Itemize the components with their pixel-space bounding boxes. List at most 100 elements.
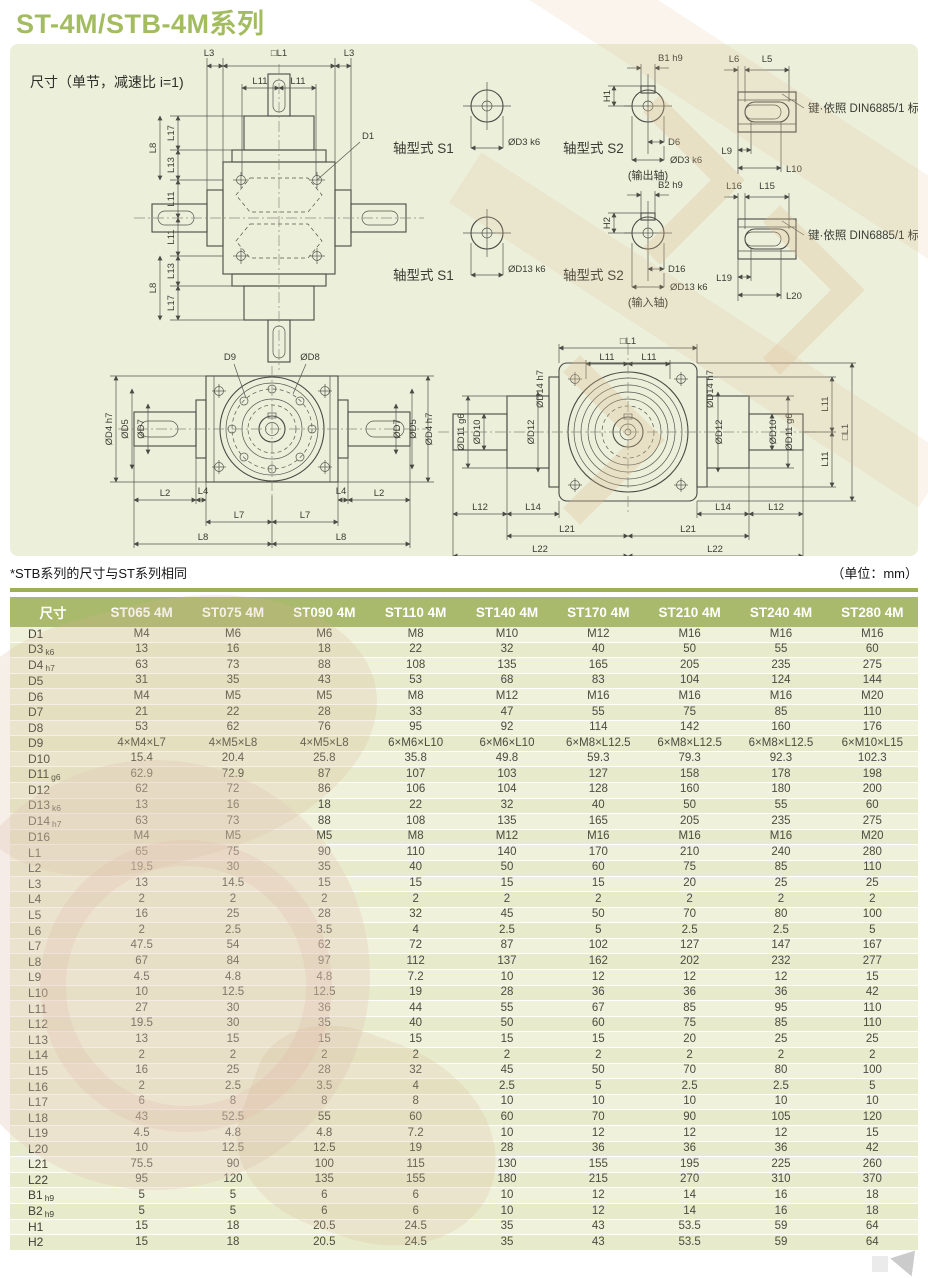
- dim-value-cell: 10: [552, 1094, 644, 1111]
- dim-value-cell: 84: [187, 953, 279, 971]
- dim-value-cell: 5: [826, 1078, 918, 1095]
- dim-value-cell: 6: [278, 1187, 370, 1204]
- dim-value-cell: 62: [96, 782, 188, 799]
- dim-value-cell: 2.5: [735, 922, 827, 939]
- dim-value-cell: 14: [643, 1187, 736, 1204]
- dim-value-cell: 2: [187, 891, 279, 908]
- row-label: D9: [10, 735, 96, 752]
- dim-value-cell: 63: [96, 813, 188, 830]
- dim-value-cell: 50: [461, 860, 553, 877]
- dim-value-cell: 2: [643, 1047, 736, 1064]
- row-label: L15: [10, 1063, 96, 1080]
- dim-value-cell: 4.5: [96, 1125, 188, 1142]
- dim-label: D1: [362, 131, 374, 142]
- dim-value-cell: 12: [552, 1125, 644, 1142]
- dim-value-cell: 87: [278, 766, 370, 783]
- dim-value-cell: 35: [187, 673, 279, 690]
- dim-value-cell: 280: [826, 844, 918, 861]
- row-label: B1 h9: [10, 1187, 96, 1204]
- dim-value-cell: 15.4: [96, 751, 188, 768]
- row-label: D11 g6: [10, 766, 96, 783]
- row-label: D7: [10, 704, 96, 721]
- dim-label: H2: [602, 217, 613, 229]
- dim-value-cell: 95: [369, 720, 462, 737]
- dim-value-cell: 95: [735, 1000, 827, 1017]
- dim-value-cell: 195: [643, 1156, 736, 1173]
- dim-value-cell: 72: [187, 782, 279, 799]
- dim-value-cell: 20.5: [278, 1234, 370, 1251]
- dim-value-cell: 19: [369, 985, 462, 1002]
- dim-value-cell: 10: [735, 1094, 827, 1111]
- dim-value-cell: 30: [187, 860, 279, 877]
- dim-value-cell: 33: [369, 704, 462, 721]
- row-label: L22: [10, 1172, 96, 1189]
- dim-value-cell: 4.5: [96, 969, 188, 986]
- dim-label: L11: [599, 352, 614, 363]
- row-label: L5: [10, 907, 96, 924]
- dim-value-cell: 12: [735, 969, 827, 986]
- table-row: L16 2 2.5 3.5 4 2.5 5 2.5 2.5 5: [10, 1078, 918, 1095]
- dim-value-cell: 67: [552, 1000, 644, 1017]
- dim-value-cell: 15: [552, 1031, 644, 1049]
- dim-label: L2: [374, 488, 385, 499]
- dim-value-cell: 75: [643, 860, 736, 877]
- dim-value-cell: 43: [552, 1219, 644, 1236]
- dim-label: L3: [204, 48, 215, 59]
- dim-value-cell: 90: [278, 844, 370, 861]
- dim-label: L8: [198, 532, 209, 543]
- dim-value-cell: 4.8: [278, 1125, 370, 1142]
- dim-value-cell: 110: [826, 1000, 918, 1017]
- dim-value-cell: 70: [643, 1063, 736, 1080]
- dim-value-cell: 28: [278, 1063, 370, 1080]
- dim-value-cell: 102: [552, 938, 644, 955]
- dim-value-cell: 114: [552, 720, 644, 737]
- unit-note: （单位：mm）: [831, 566, 918, 581]
- dim-value-cell: 3.5: [278, 922, 370, 939]
- row-label: L11: [10, 1000, 96, 1017]
- dim-value-cell: 120: [826, 1109, 918, 1126]
- dim-value-cell: M16: [552, 688, 644, 705]
- dim-value-cell: 2: [643, 891, 736, 908]
- dim-value-cell: 170: [552, 844, 644, 861]
- dim-value-cell: 75: [643, 1016, 736, 1033]
- dim-label: L20: [786, 291, 802, 302]
- table-row: L20 10 12.5 12.5 19 28 36 36 36 42: [10, 1141, 918, 1158]
- row-label: L3: [10, 876, 96, 893]
- dim-label: □L1: [271, 48, 287, 59]
- dim-value-cell: 75.5: [96, 1156, 188, 1173]
- dim-value-cell: 22: [187, 704, 279, 721]
- dim-value-cell: 85: [735, 704, 827, 721]
- dim-value-cell: 73: [187, 657, 279, 674]
- dim-value-cell: 49.8: [461, 751, 553, 768]
- dim-value-cell: 112: [369, 953, 462, 971]
- dim-value-cell: 370: [826, 1172, 918, 1189]
- dim-label: ØD5: [408, 419, 419, 439]
- dim-label: L11: [166, 191, 177, 206]
- dim-label: ØD5: [120, 419, 131, 439]
- row-label: L17: [10, 1094, 96, 1111]
- table-row: L2 19.5 30 35 40 50 60 75 85 110: [10, 860, 918, 877]
- dim-value-cell: 2: [96, 1078, 188, 1095]
- output-shaft-label: (输出轴): [628, 168, 668, 182]
- dim-value-cell: 2: [96, 922, 188, 939]
- dim-value-cell: 25: [187, 1063, 279, 1080]
- dim-label: ØD12: [526, 420, 537, 445]
- dim-label: L2: [160, 488, 171, 499]
- table-row: L10 10 12.5 12.5 19 28 36 36 36 42: [10, 985, 918, 1002]
- dim-label: L3: [344, 48, 355, 59]
- dim-value-cell: 45: [461, 1063, 553, 1080]
- model-column-header: ST210 4M: [658, 604, 721, 620]
- table-row: D7 21 22 28 33 47 55 75 85 110: [10, 704, 918, 721]
- row-label: L18: [10, 1109, 96, 1126]
- dim-value-cell: 275: [826, 657, 918, 674]
- row-label: L1: [10, 844, 96, 861]
- dim-value-cell: 13: [96, 876, 188, 893]
- dim-value-cell: 115: [369, 1156, 462, 1173]
- dim-value-cell: 235: [735, 813, 827, 830]
- dim-value-cell: 15: [826, 1125, 918, 1142]
- dim-value-cell: 162: [552, 953, 644, 971]
- dim-value-cell: M16: [826, 627, 918, 643]
- dim-value-cell: 104: [461, 782, 553, 799]
- model-column-header: ST280 4M: [841, 604, 904, 620]
- dim-value-cell: 50: [461, 1016, 553, 1033]
